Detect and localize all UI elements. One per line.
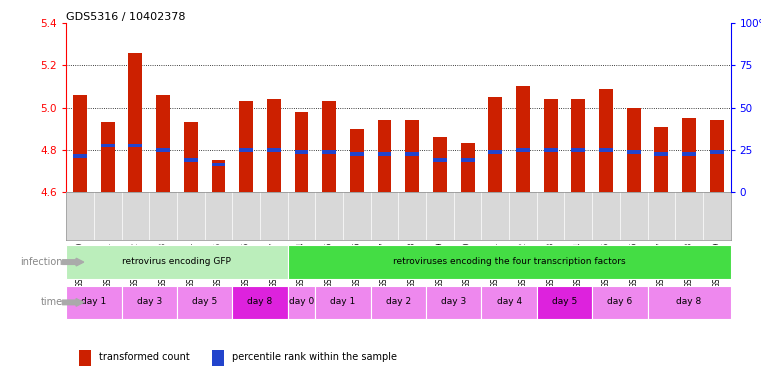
Bar bbox=[710, 150, 724, 154]
Bar bbox=[516, 86, 530, 192]
Text: day 1: day 1 bbox=[81, 297, 107, 306]
Bar bbox=[406, 120, 419, 192]
Bar bbox=[122, 286, 177, 319]
Bar bbox=[322, 101, 336, 192]
Bar bbox=[129, 144, 142, 147]
Bar bbox=[489, 150, 502, 154]
Text: day 3: day 3 bbox=[137, 297, 162, 306]
Bar bbox=[537, 286, 592, 319]
Bar bbox=[682, 152, 696, 156]
Text: day 6: day 6 bbox=[607, 297, 632, 306]
Text: GDS5316 / 10402378: GDS5316 / 10402378 bbox=[66, 12, 186, 22]
Bar bbox=[489, 97, 502, 192]
Bar bbox=[592, 286, 648, 319]
Bar bbox=[648, 286, 731, 319]
Bar bbox=[627, 108, 641, 192]
Bar bbox=[288, 245, 731, 279]
Text: day 0: day 0 bbox=[289, 297, 314, 306]
Bar bbox=[543, 148, 558, 152]
Bar bbox=[66, 245, 288, 279]
Bar bbox=[295, 150, 308, 154]
Bar bbox=[433, 137, 447, 192]
Bar bbox=[543, 99, 558, 192]
Bar bbox=[66, 286, 122, 319]
Bar bbox=[654, 126, 668, 192]
Text: retroviruses encoding the four transcription factors: retroviruses encoding the four transcrip… bbox=[393, 257, 626, 266]
Bar bbox=[73, 154, 87, 158]
Text: transformed count: transformed count bbox=[100, 352, 190, 362]
Text: day 5: day 5 bbox=[192, 297, 217, 306]
Text: day 8: day 8 bbox=[677, 297, 702, 306]
Bar bbox=[315, 286, 371, 319]
Bar bbox=[232, 286, 288, 319]
Bar bbox=[460, 159, 475, 162]
Text: day 2: day 2 bbox=[386, 297, 411, 306]
Text: day 5: day 5 bbox=[552, 297, 577, 306]
Bar bbox=[177, 286, 232, 319]
Bar bbox=[100, 122, 115, 192]
Text: time: time bbox=[40, 297, 62, 308]
Bar bbox=[184, 159, 198, 162]
Bar bbox=[482, 286, 537, 319]
Bar bbox=[322, 150, 336, 154]
Bar bbox=[433, 159, 447, 162]
Bar bbox=[371, 286, 426, 319]
Bar bbox=[377, 120, 391, 192]
Bar bbox=[156, 95, 170, 192]
Bar bbox=[212, 161, 225, 192]
Bar bbox=[212, 163, 225, 166]
Bar bbox=[627, 150, 641, 154]
Bar bbox=[350, 129, 364, 192]
Bar bbox=[516, 148, 530, 152]
Text: day 3: day 3 bbox=[441, 297, 466, 306]
Bar bbox=[654, 152, 668, 156]
Bar bbox=[73, 95, 87, 192]
Bar bbox=[212, 350, 224, 366]
Bar bbox=[295, 112, 308, 192]
Bar bbox=[350, 152, 364, 156]
Bar bbox=[599, 89, 613, 192]
Bar bbox=[377, 152, 391, 156]
Bar bbox=[156, 148, 170, 152]
Bar bbox=[682, 118, 696, 192]
Bar bbox=[100, 144, 115, 147]
Text: day 1: day 1 bbox=[330, 297, 355, 306]
Bar bbox=[239, 101, 253, 192]
Text: percentile rank within the sample: percentile rank within the sample bbox=[232, 352, 397, 362]
Bar bbox=[79, 350, 91, 366]
Bar bbox=[184, 122, 198, 192]
Bar bbox=[599, 148, 613, 152]
Bar bbox=[710, 120, 724, 192]
Text: day 4: day 4 bbox=[496, 297, 522, 306]
Bar bbox=[239, 148, 253, 152]
Bar bbox=[460, 143, 475, 192]
Bar bbox=[129, 53, 142, 192]
Text: retrovirus encoding GFP: retrovirus encoding GFP bbox=[123, 257, 231, 266]
Bar bbox=[572, 148, 585, 152]
Bar bbox=[267, 99, 281, 192]
Bar bbox=[406, 152, 419, 156]
Text: infection: infection bbox=[20, 257, 62, 267]
Bar bbox=[426, 286, 482, 319]
Bar bbox=[572, 99, 585, 192]
Text: day 8: day 8 bbox=[247, 297, 272, 306]
Bar bbox=[267, 148, 281, 152]
Bar bbox=[288, 286, 315, 319]
